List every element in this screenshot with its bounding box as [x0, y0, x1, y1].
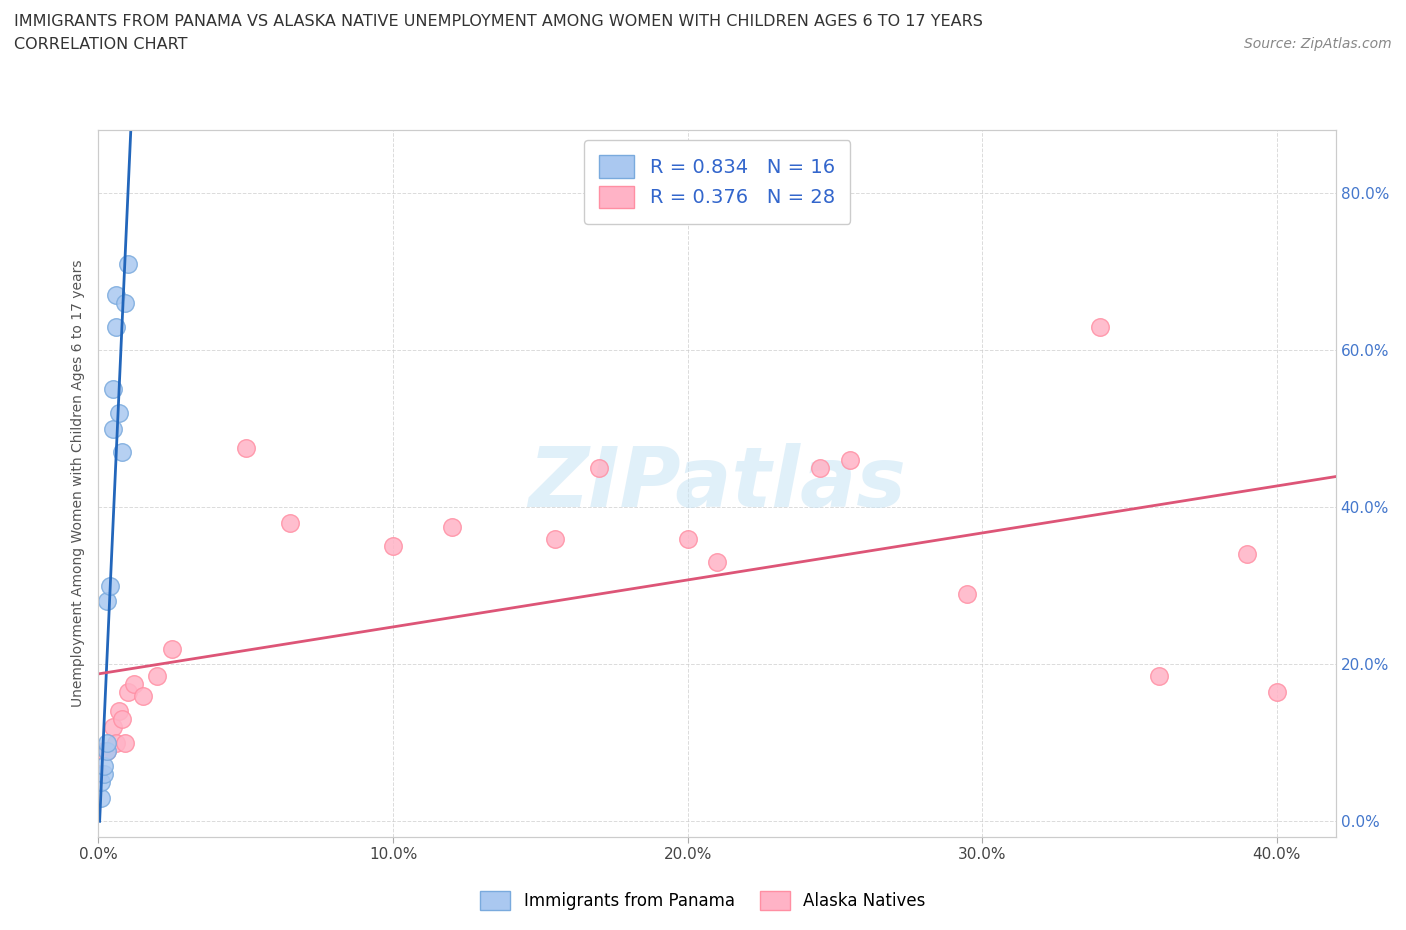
Point: [90, 775, 112, 790]
Point: [1147, 669, 1170, 684]
Point: [101, 421, 124, 436]
Point: [111, 711, 134, 726]
Legend: Immigrants from Panama, Alaska Natives: Immigrants from Panama, Alaska Natives: [474, 884, 932, 917]
Text: Source: ZipAtlas.com: Source: ZipAtlas.com: [1244, 37, 1392, 51]
Point: [146, 669, 169, 684]
Point: [90, 790, 112, 805]
Text: ZIPatlas: ZIPatlas: [529, 443, 905, 525]
Point: [1088, 319, 1111, 334]
Point: [108, 405, 131, 420]
Point: [93, 759, 115, 774]
Point: [105, 736, 128, 751]
Point: [676, 531, 699, 546]
Point: [105, 287, 128, 302]
Point: [108, 704, 131, 719]
Point: [96, 743, 118, 758]
Point: [117, 257, 139, 272]
Point: [235, 441, 257, 456]
Point: [588, 460, 610, 475]
Point: [1236, 547, 1258, 562]
Point: [706, 554, 728, 569]
Point: [96, 736, 118, 751]
Point: [160, 641, 183, 656]
Point: [382, 539, 405, 554]
Point: [114, 296, 136, 311]
Point: [117, 684, 139, 699]
Point: [93, 766, 115, 781]
Point: [111, 445, 134, 459]
Point: [101, 382, 124, 397]
Point: [1265, 684, 1288, 699]
Legend: R = 0.834   N = 16, R = 0.376   N = 28: R = 0.834 N = 16, R = 0.376 N = 28: [583, 140, 851, 224]
Y-axis label: Unemployment Among Women with Children Ages 6 to 17 years: Unemployment Among Women with Children A…: [72, 259, 86, 708]
Text: IMMIGRANTS FROM PANAMA VS ALASKA NATIVE UNEMPLOYMENT AMONG WOMEN WITH CHILDREN A: IMMIGRANTS FROM PANAMA VS ALASKA NATIVE …: [14, 14, 983, 29]
Point: [838, 453, 860, 468]
Point: [105, 319, 128, 334]
Point: [114, 736, 136, 751]
Point: [440, 519, 463, 534]
Point: [101, 720, 124, 735]
Point: [96, 594, 118, 609]
Point: [956, 586, 979, 601]
Point: [131, 688, 153, 703]
Point: [96, 743, 118, 758]
Point: [278, 515, 301, 530]
Point: [808, 460, 831, 475]
Point: [98, 578, 121, 593]
Text: CORRELATION CHART: CORRELATION CHART: [14, 37, 187, 52]
Point: [93, 743, 115, 758]
Point: [87, 766, 110, 781]
Point: [544, 531, 567, 546]
Point: [122, 676, 145, 691]
